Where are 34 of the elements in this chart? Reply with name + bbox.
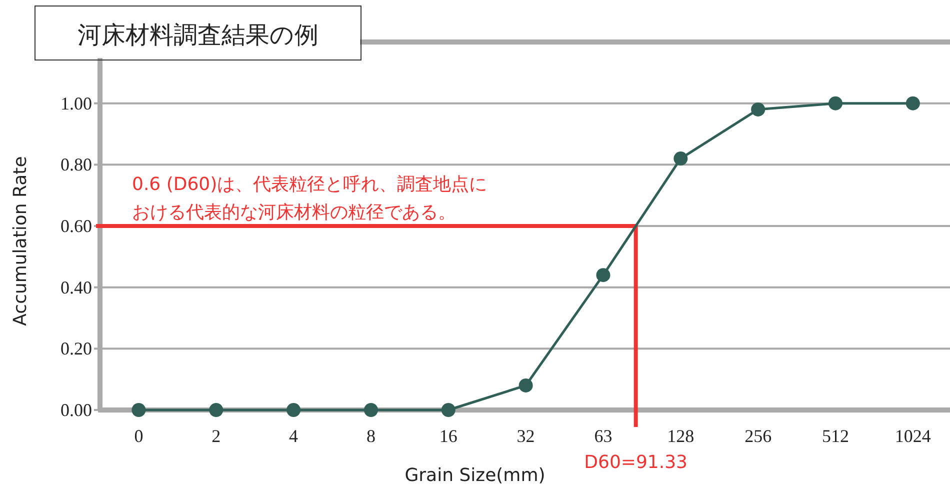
point bbox=[518, 378, 533, 392]
point bbox=[132, 403, 146, 417]
point bbox=[364, 403, 378, 417]
point bbox=[828, 96, 842, 110]
x-tick-label: 2 bbox=[212, 426, 221, 446]
y-tick-label: 1.00 bbox=[60, 93, 92, 114]
y-tick-label: 0.40 bbox=[60, 277, 92, 298]
point bbox=[596, 268, 610, 282]
text: D60=91.33 bbox=[584, 452, 688, 473]
point bbox=[209, 403, 224, 417]
x-tick-label: 4 bbox=[289, 426, 298, 446]
x-tick-label: 16 bbox=[439, 426, 458, 446]
x-tick-label: 32 bbox=[516, 426, 535, 446]
x-tick-label: 63 bbox=[594, 426, 612, 446]
y-axis-title: Accumulation Rate bbox=[10, 156, 31, 326]
y-tick-label: 0.80 bbox=[60, 154, 92, 175]
x-tick-label: 256 bbox=[744, 426, 772, 446]
x-tick-label: 8 bbox=[366, 426, 376, 446]
point bbox=[286, 403, 301, 417]
x-tick-label: 128 bbox=[667, 426, 694, 446]
point bbox=[906, 96, 920, 110]
x-tick-label: 512 bbox=[822, 426, 849, 446]
y-tick-label: 0.00 bbox=[60, 400, 92, 420]
x-axis-title: Grain Size(mm) bbox=[404, 465, 546, 486]
x-tick-label: 1024 bbox=[894, 426, 931, 446]
annotation: 0.6 (D60)は、代表粒径と呼れ、調査地点に bbox=[132, 174, 488, 195]
point bbox=[441, 403, 456, 417]
y-tick-label: 0.20 bbox=[60, 338, 92, 359]
point bbox=[674, 152, 688, 166]
x-tick-label: 0 bbox=[134, 426, 144, 446]
annotation: おける代表的な河床材料の粒径である。 bbox=[132, 202, 456, 223]
chart-title: 河床材料調査結果の例 bbox=[78, 21, 318, 49]
point bbox=[751, 102, 766, 116]
y-tick-label: 0.60 bbox=[60, 216, 92, 236]
